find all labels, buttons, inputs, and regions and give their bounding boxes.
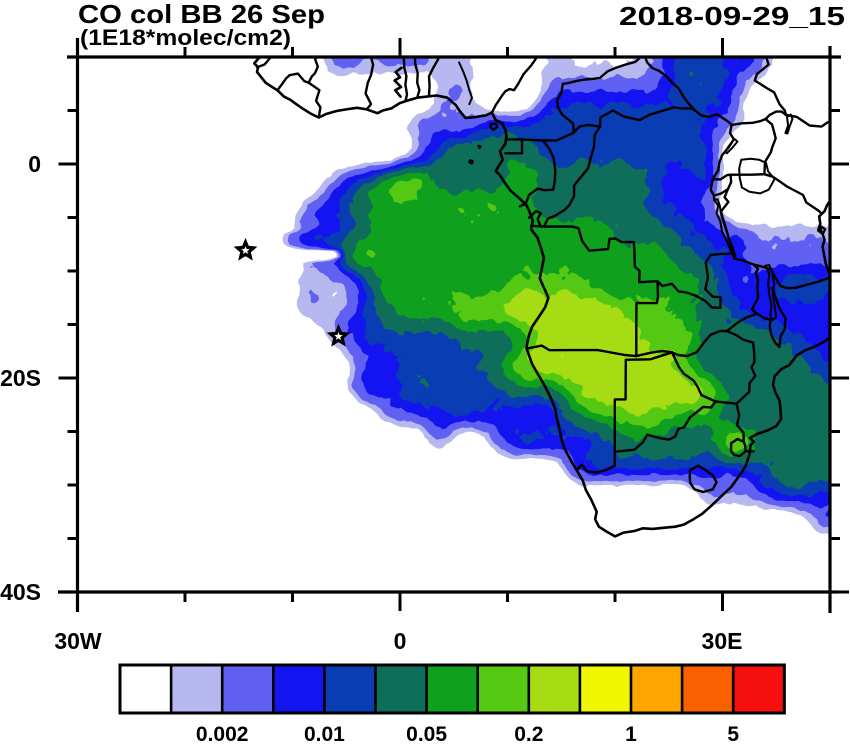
svg-text:2018-09-29_15: 2018-09-29_15 [619,1,845,31]
svg-text:CO col BB 26 Sep: CO col BB 26 Sep [78,0,325,29]
svg-text:0.05: 0.05 [406,723,447,746]
svg-text:40S: 40S [0,579,41,605]
svg-text:1: 1 [625,723,637,746]
svg-text:5: 5 [727,723,739,746]
svg-text:20S: 20S [0,365,41,391]
svg-text:0.01: 0.01 [304,723,345,746]
svg-text:(1E18*molec/cm2): (1E18*molec/cm2) [80,25,291,50]
svg-text:0: 0 [28,151,41,177]
svg-text:0.002: 0.002 [196,723,249,746]
svg-text:30E: 30E [702,628,743,654]
svg-text:0.2: 0.2 [514,723,543,746]
svg-text:0: 0 [394,628,407,654]
svg-text:30W: 30W [54,628,102,654]
